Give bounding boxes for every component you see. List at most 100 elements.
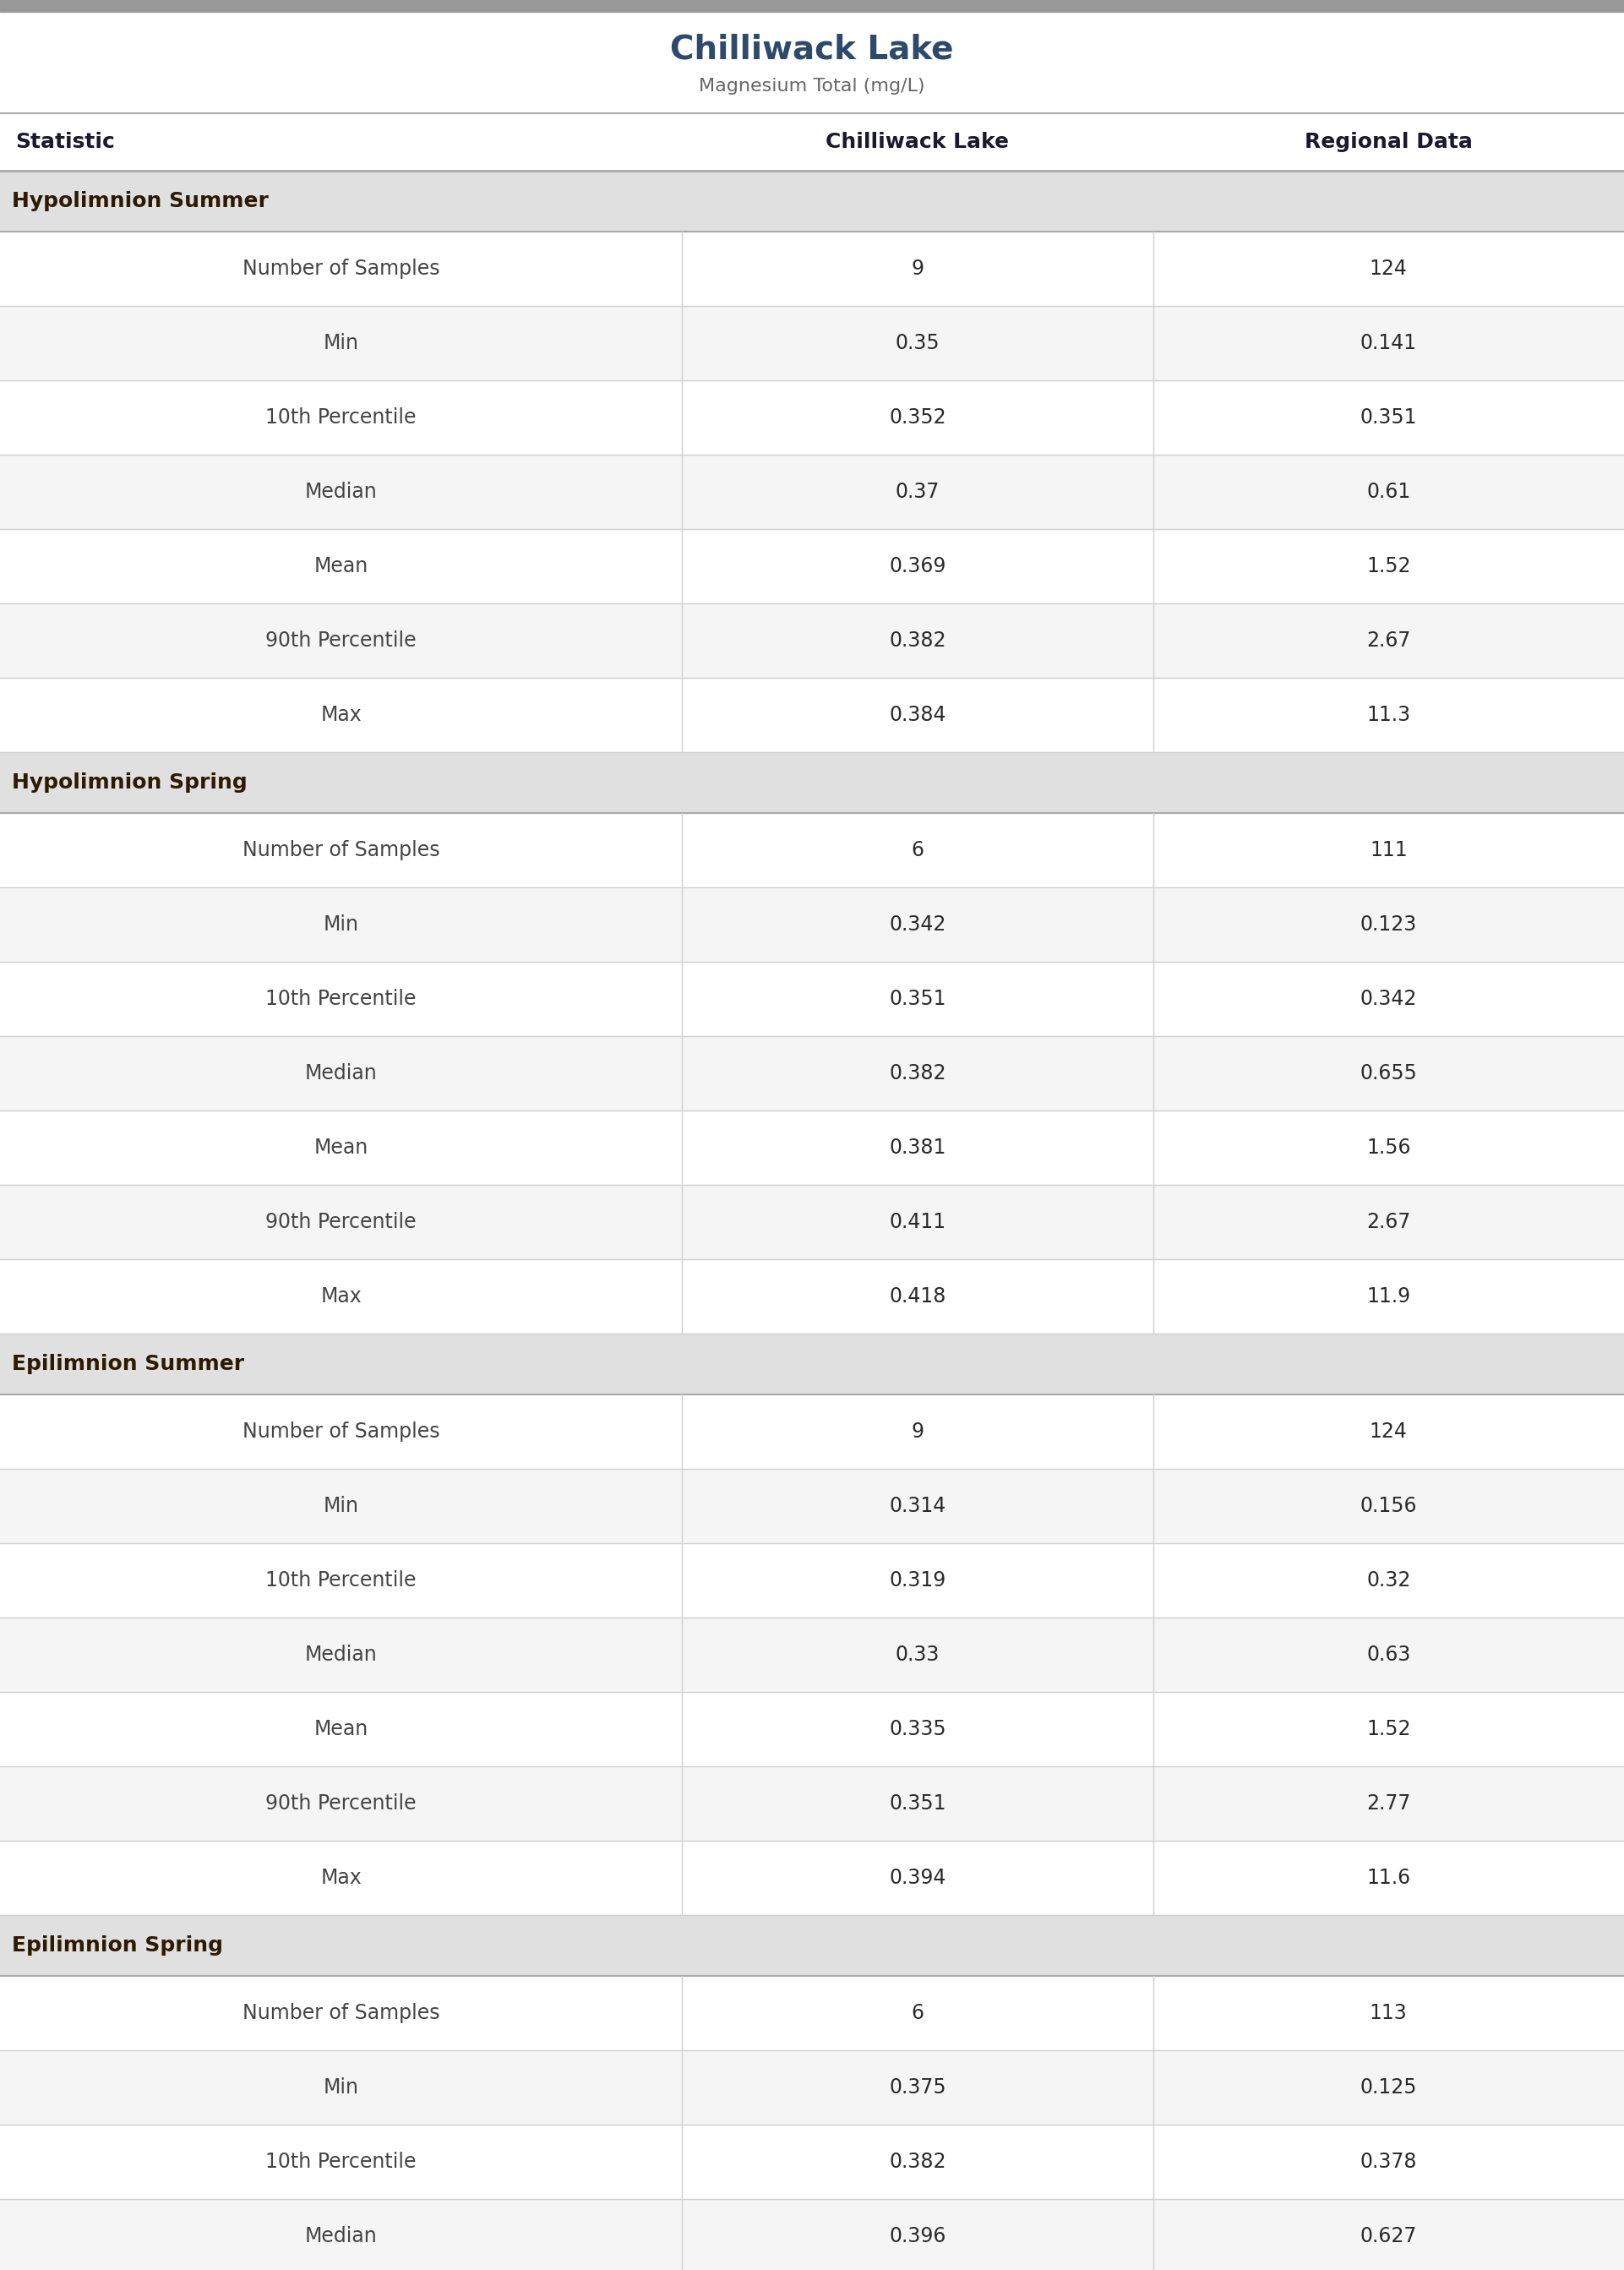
Text: 0.319: 0.319: [890, 1571, 945, 1591]
Text: 0.369: 0.369: [888, 556, 947, 577]
Text: Number of Samples: Number of Samples: [242, 1421, 440, 1441]
Text: Min: Min: [323, 915, 359, 935]
Text: Min: Min: [323, 334, 359, 354]
Bar: [0, 888, 1624, 962]
Text: 2.77: 2.77: [1366, 1793, 1411, 1814]
Text: 0.381: 0.381: [888, 1137, 947, 1158]
Text: 0.342: 0.342: [888, 915, 947, 935]
Text: 124: 124: [1369, 1421, 1408, 1441]
Text: 1.52: 1.52: [1366, 1718, 1411, 1739]
Text: Regional Data: Regional Data: [1304, 132, 1473, 152]
Bar: [0, 1185, 1624, 1260]
Text: 9: 9: [911, 1421, 924, 1441]
Text: 113: 113: [1369, 2002, 1408, 2023]
Text: Hypolimnion Summer: Hypolimnion Summer: [11, 191, 268, 211]
Bar: [0, 1469, 1624, 1544]
Text: Median: Median: [305, 1643, 377, 1664]
Text: 2.67: 2.67: [1366, 631, 1411, 651]
Text: 0.335: 0.335: [888, 1718, 947, 1739]
Text: 1.52: 1.52: [1366, 556, 1411, 577]
Text: 11.9: 11.9: [1366, 1287, 1411, 1308]
Text: 0.37: 0.37: [895, 481, 940, 502]
Text: 124: 124: [1369, 259, 1408, 279]
Text: 9: 9: [911, 259, 924, 279]
Text: 90th Percentile: 90th Percentile: [266, 1212, 416, 1233]
Text: Min: Min: [323, 2077, 359, 2097]
Bar: [0, 1916, 1624, 1975]
Text: Hypolimnion Spring: Hypolimnion Spring: [11, 772, 247, 792]
Text: Number of Samples: Number of Samples: [242, 259, 440, 279]
Text: Median: Median: [305, 1062, 377, 1083]
Text: 0.375: 0.375: [888, 2077, 947, 2097]
Bar: [0, 751, 1624, 813]
Text: 0.314: 0.314: [890, 1496, 945, 1516]
Text: 6: 6: [911, 2002, 924, 2023]
Bar: [0, 170, 1624, 232]
Bar: [0, 2200, 1624, 2270]
Text: 0.352: 0.352: [888, 406, 947, 427]
Text: 0.418: 0.418: [888, 1287, 947, 1308]
Text: 0.411: 0.411: [890, 1212, 945, 1233]
Text: Number of Samples: Number of Samples: [242, 2002, 440, 2023]
Text: 0.33: 0.33: [895, 1643, 940, 1664]
Text: 0.351: 0.351: [888, 1793, 947, 1814]
Text: 0.384: 0.384: [888, 704, 947, 724]
Text: 0.382: 0.382: [888, 1062, 947, 1083]
Text: Epilimnion Summer: Epilimnion Summer: [11, 1353, 244, 1373]
Text: Max: Max: [320, 1868, 362, 1889]
Bar: [0, 2050, 1624, 2125]
Text: 10th Percentile: 10th Percentile: [266, 2152, 416, 2172]
Text: 0.394: 0.394: [888, 1868, 947, 1889]
Text: 2.67: 2.67: [1366, 1212, 1411, 1233]
Text: 0.382: 0.382: [888, 2152, 947, 2172]
Text: Statistic: Statistic: [15, 132, 115, 152]
Text: Magnesium Total (mg/L): Magnesium Total (mg/L): [698, 77, 926, 95]
Text: 0.351: 0.351: [888, 990, 947, 1010]
Text: 90th Percentile: 90th Percentile: [266, 631, 416, 651]
Text: 0.382: 0.382: [888, 631, 947, 651]
Text: 0.61: 0.61: [1366, 481, 1411, 502]
Text: Max: Max: [320, 1287, 362, 1308]
Text: 0.396: 0.396: [888, 2227, 947, 2247]
Text: 0.32: 0.32: [1366, 1571, 1411, 1591]
Text: Min: Min: [323, 1496, 359, 1516]
Bar: [0, 1035, 1624, 1110]
Text: 0.123: 0.123: [1361, 915, 1416, 935]
Text: 11.6: 11.6: [1366, 1868, 1411, 1889]
Text: 111: 111: [1369, 840, 1408, 860]
Text: Median: Median: [305, 481, 377, 502]
Bar: [0, 1766, 1624, 1841]
Text: 10th Percentile: 10th Percentile: [266, 406, 416, 427]
Text: Mean: Mean: [313, 556, 369, 577]
Bar: [0, 604, 1624, 679]
Text: 0.378: 0.378: [1359, 2152, 1418, 2172]
Text: 10th Percentile: 10th Percentile: [266, 1571, 416, 1591]
Text: 10th Percentile: 10th Percentile: [266, 990, 416, 1010]
Text: 1.56: 1.56: [1366, 1137, 1411, 1158]
Text: Chilliwack Lake: Chilliwack Lake: [671, 34, 953, 66]
Bar: [0, 306, 1624, 381]
Text: Mean: Mean: [313, 1137, 369, 1158]
Bar: [0, 454, 1624, 529]
Text: Epilimnion Spring: Epilimnion Spring: [11, 1936, 222, 1957]
Text: 90th Percentile: 90th Percentile: [266, 1793, 416, 1814]
Text: Chilliwack Lake: Chilliwack Lake: [827, 132, 1009, 152]
Text: 0.35: 0.35: [895, 334, 940, 354]
Bar: [0, 0, 1624, 11]
Text: Number of Samples: Number of Samples: [242, 840, 440, 860]
Text: 0.63: 0.63: [1366, 1643, 1411, 1664]
Text: Mean: Mean: [313, 1718, 369, 1739]
Text: Max: Max: [320, 704, 362, 724]
Text: 0.156: 0.156: [1359, 1496, 1418, 1516]
Text: 0.141: 0.141: [1361, 334, 1416, 354]
Text: 11.3: 11.3: [1366, 704, 1411, 724]
Text: Median: Median: [305, 2227, 377, 2247]
Text: 0.627: 0.627: [1359, 2227, 1418, 2247]
Bar: [0, 1332, 1624, 1394]
Text: 0.342: 0.342: [1359, 990, 1418, 1010]
Bar: [0, 1619, 1624, 1691]
Text: 0.351: 0.351: [1359, 406, 1418, 427]
Text: 6: 6: [911, 840, 924, 860]
Text: 0.655: 0.655: [1359, 1062, 1418, 1083]
Text: 0.125: 0.125: [1359, 2077, 1418, 2097]
